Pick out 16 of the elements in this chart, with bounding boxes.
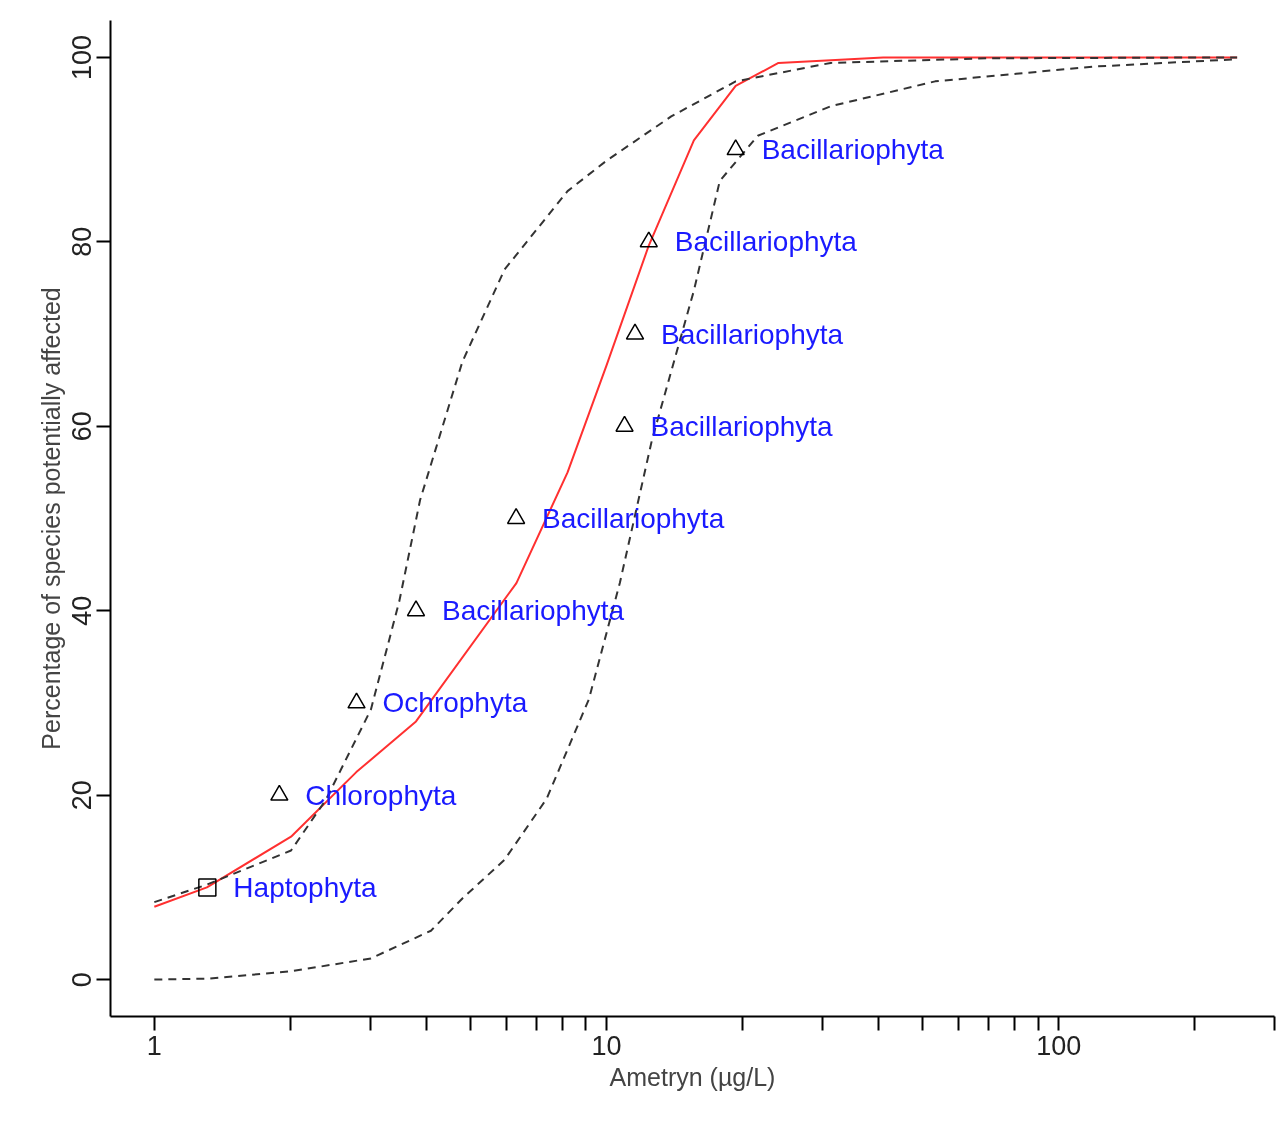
x-tick-label: 10 bbox=[591, 1030, 622, 1061]
y-tick-label: 100 bbox=[67, 34, 98, 80]
y-tick-label: 80 bbox=[67, 226, 98, 257]
y-tick-label: 0 bbox=[67, 972, 98, 988]
annotation: Bacillariophyta bbox=[761, 134, 945, 166]
x-axis-title: Ametryn (µg/L) bbox=[609, 1062, 776, 1091]
annotation: Bacillariophyta bbox=[661, 318, 844, 350]
y-tick-label: 20 bbox=[67, 780, 98, 811]
x-tick-label: 100 bbox=[1036, 1030, 1082, 1061]
y-tick-label: 40 bbox=[67, 595, 98, 626]
annotation: Haptophyta bbox=[233, 871, 377, 903]
annotation: Bacillariophyta bbox=[674, 226, 858, 258]
annotation: Bacillariophyta bbox=[650, 410, 834, 442]
y-axis-title: Percentage of species potentially affected bbox=[36, 287, 65, 750]
x-tick-label: 1 bbox=[146, 1030, 162, 1061]
y-tick-label: 60 bbox=[67, 411, 98, 442]
